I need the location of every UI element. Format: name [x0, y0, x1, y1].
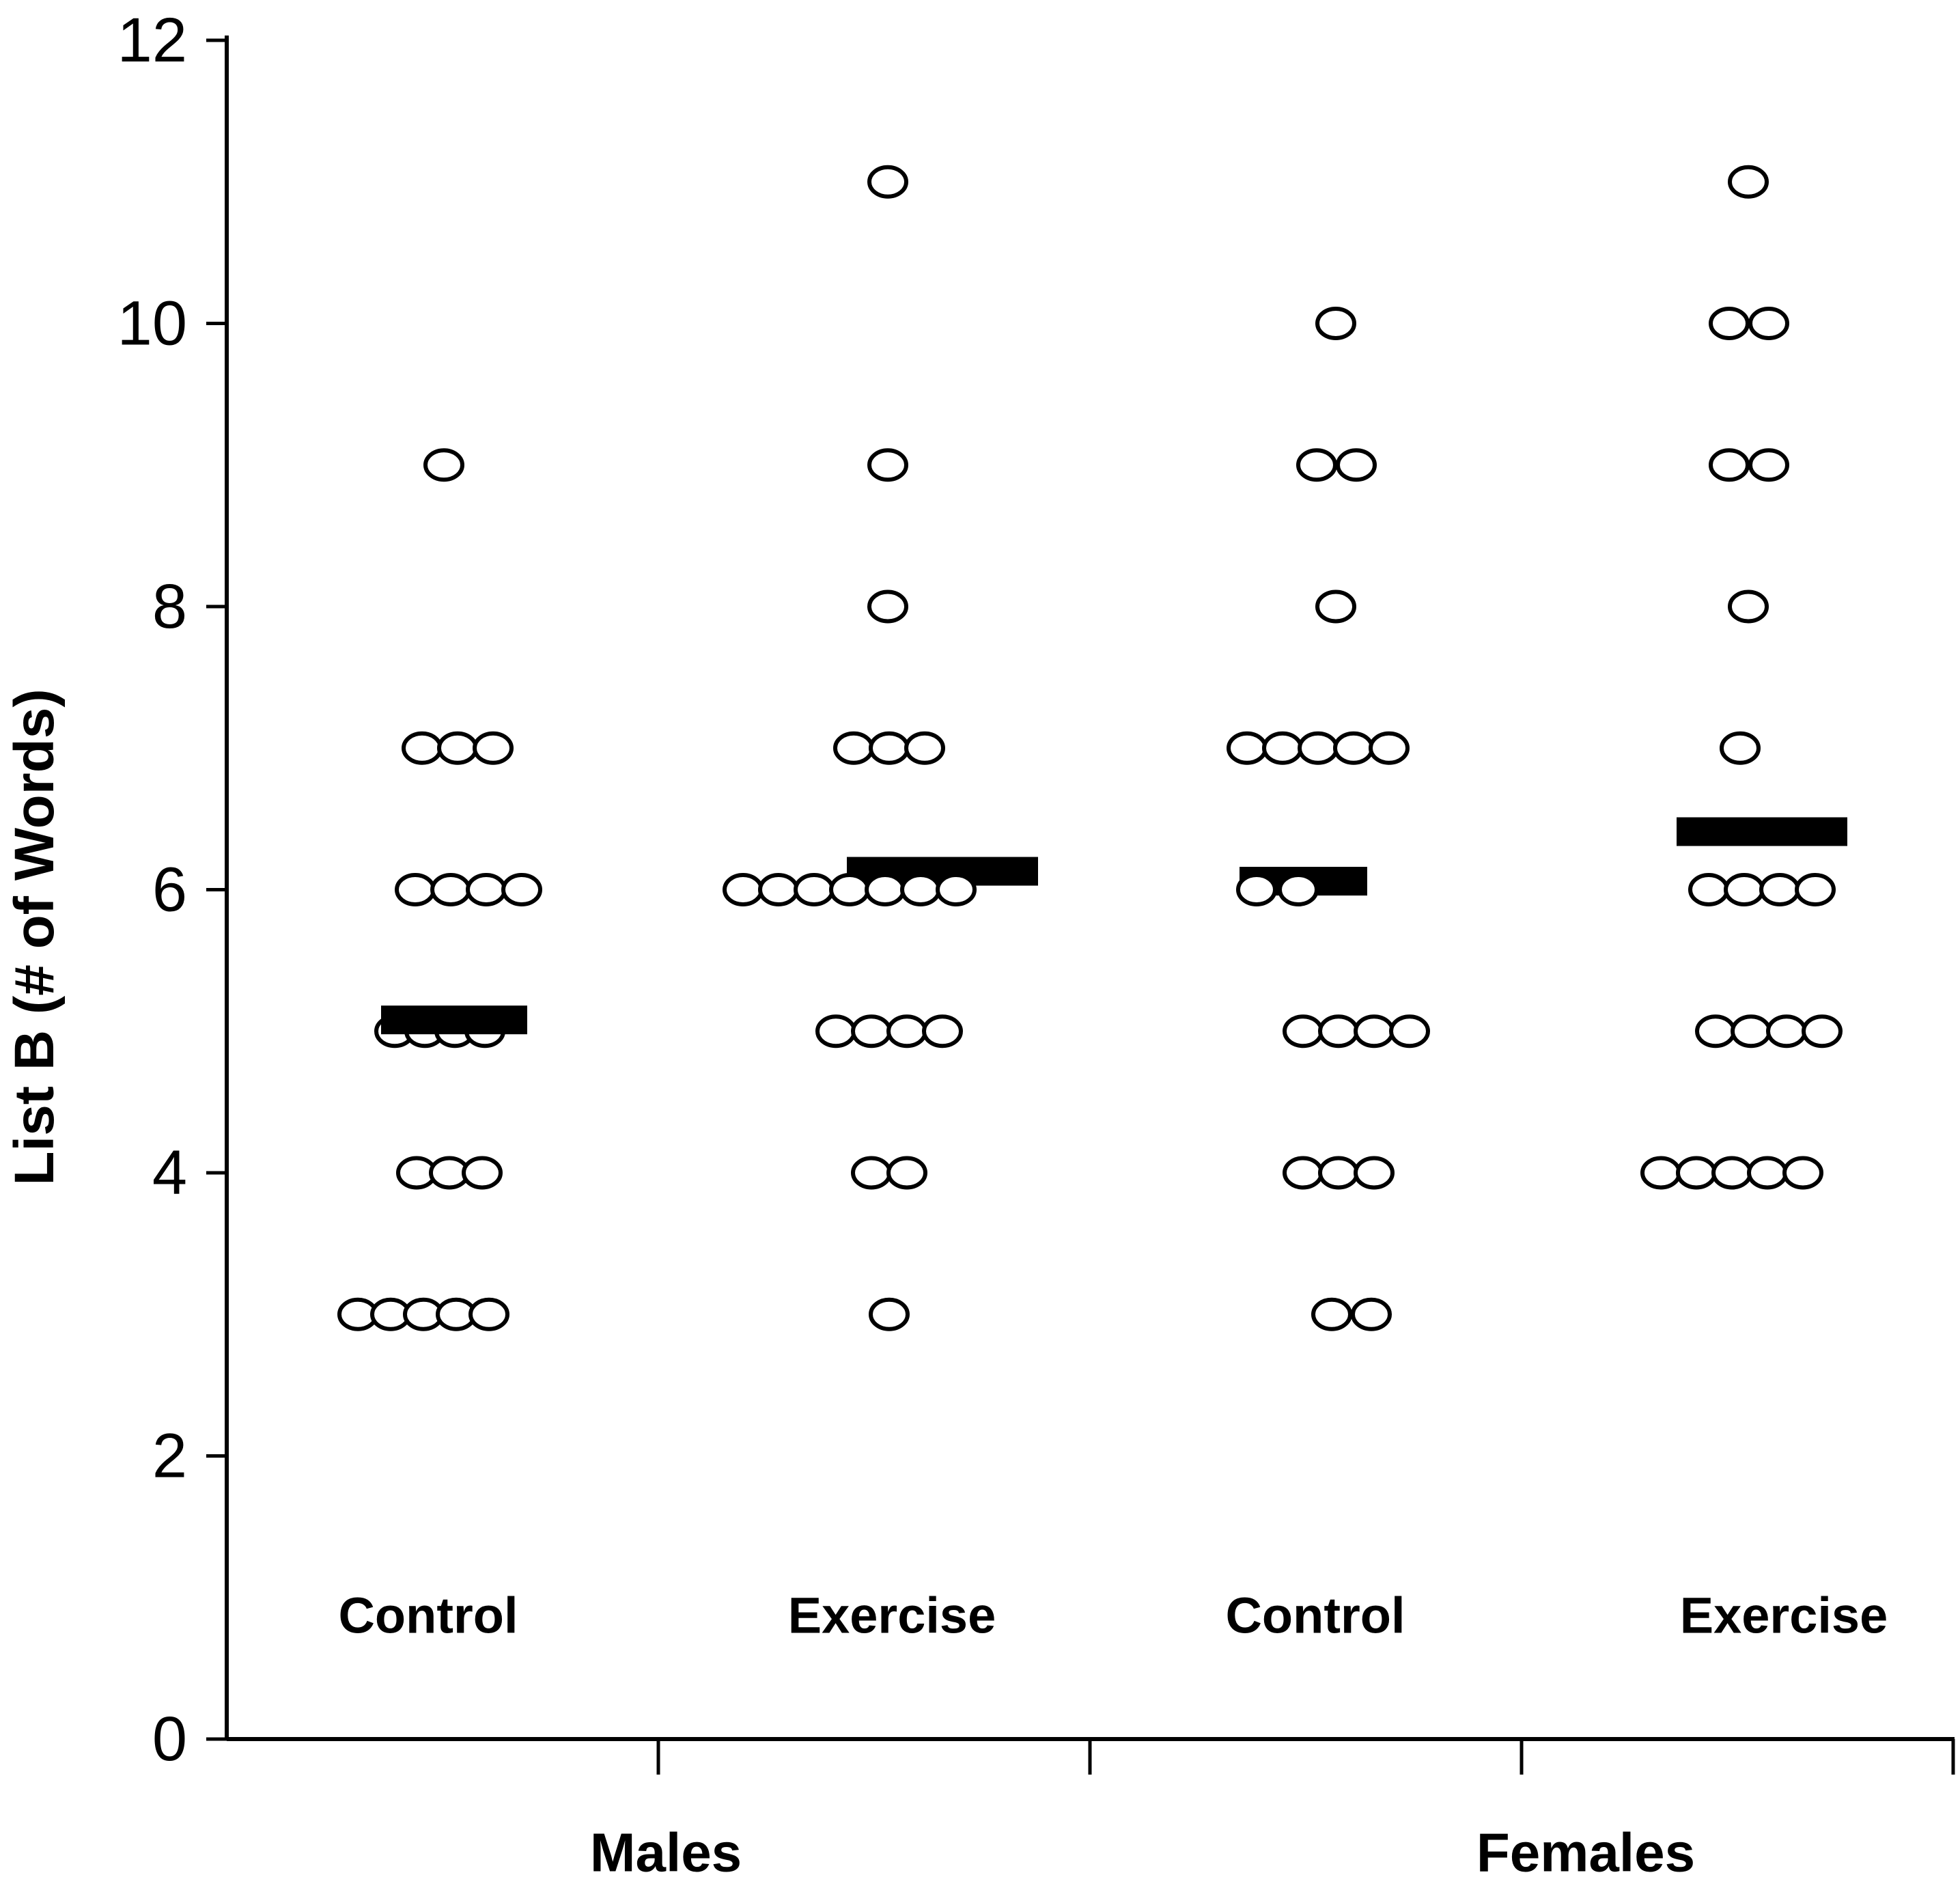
data-point [851, 1014, 892, 1048]
y-tick-label: 4 [152, 1138, 187, 1208]
data-point [501, 873, 542, 906]
y-tick-label: 2 [152, 1421, 187, 1491]
data-point [869, 1297, 910, 1331]
data-point [936, 873, 977, 906]
condition-label: Control [338, 1587, 518, 1644]
data-point [1278, 873, 1319, 906]
data-point [423, 448, 464, 482]
data-point [904, 731, 945, 765]
data-point [1354, 1014, 1395, 1048]
y-tick-label: 10 [117, 289, 187, 359]
data-point [1369, 731, 1410, 765]
data-point [1283, 1014, 1324, 1048]
data-point [922, 1014, 963, 1048]
data-point [1709, 448, 1750, 482]
data-point [867, 448, 908, 482]
mean-bar [381, 1005, 527, 1035]
data-point [1640, 1156, 1681, 1190]
data-point [1709, 307, 1750, 340]
data-point [1351, 1297, 1392, 1331]
data-point [869, 731, 910, 765]
data-point [1720, 731, 1761, 765]
data-point [1724, 873, 1765, 906]
data-point [1262, 731, 1303, 765]
data-point [867, 165, 908, 199]
data-point [1333, 731, 1374, 765]
data-point [1782, 1156, 1823, 1190]
data-point [1688, 873, 1729, 906]
data-point [1711, 1156, 1752, 1190]
sex-label: Females [1476, 1822, 1695, 1883]
data-point [815, 1014, 856, 1048]
data-point [1354, 1156, 1395, 1190]
data-point [1283, 1156, 1324, 1190]
y-axis-title: List B (# of Words) [3, 689, 66, 1185]
data-point [758, 873, 799, 906]
data-point [1731, 1014, 1772, 1048]
data-point [1296, 448, 1337, 482]
data-point [1728, 165, 1769, 199]
data-point [1311, 1297, 1352, 1331]
data-point [468, 1297, 509, 1331]
data-point [1695, 1014, 1736, 1048]
data-point [851, 1156, 892, 1190]
data-point [473, 731, 514, 765]
data-point [1318, 1014, 1359, 1048]
data-point [1748, 307, 1789, 340]
data-point [794, 873, 835, 906]
data-point [1728, 589, 1769, 624]
data-point [1389, 1014, 1430, 1048]
data-point [466, 873, 507, 906]
y-tick-label: 8 [152, 572, 187, 641]
data-point [1318, 1156, 1359, 1190]
data-point [1748, 448, 1789, 482]
data-point [1802, 1014, 1843, 1048]
mean-bar [1677, 817, 1847, 846]
data-point [1298, 731, 1339, 765]
data-point [1336, 448, 1377, 482]
data-point [437, 731, 478, 765]
y-tick-label: 12 [117, 5, 187, 75]
data-point [402, 731, 443, 765]
data-point [886, 1156, 927, 1190]
data-point [1315, 307, 1356, 340]
condition-label: Control [1225, 1587, 1405, 1644]
data-point [1759, 873, 1800, 906]
y-tick-label: 0 [152, 1704, 187, 1774]
data-point [1766, 1014, 1807, 1048]
condition-label: Exercise [788, 1587, 996, 1644]
data-point [865, 873, 906, 906]
data-point [867, 589, 908, 624]
data-point [1315, 589, 1356, 624]
data-point [1747, 1156, 1788, 1190]
data-point [462, 1156, 503, 1190]
data-point [1236, 873, 1277, 906]
data-point [886, 1014, 927, 1048]
data-point [723, 873, 764, 906]
data-point [430, 873, 471, 906]
data-point [395, 873, 436, 906]
y-tick-label: 6 [152, 855, 187, 925]
data-point [829, 873, 870, 906]
sex-label: Males [590, 1822, 742, 1883]
data-point [833, 731, 874, 765]
data-point [1676, 1156, 1717, 1190]
data-point [900, 873, 941, 906]
condition-label: Exercise [1680, 1587, 1888, 1644]
data-point [1795, 873, 1836, 906]
data-point [1227, 731, 1268, 765]
